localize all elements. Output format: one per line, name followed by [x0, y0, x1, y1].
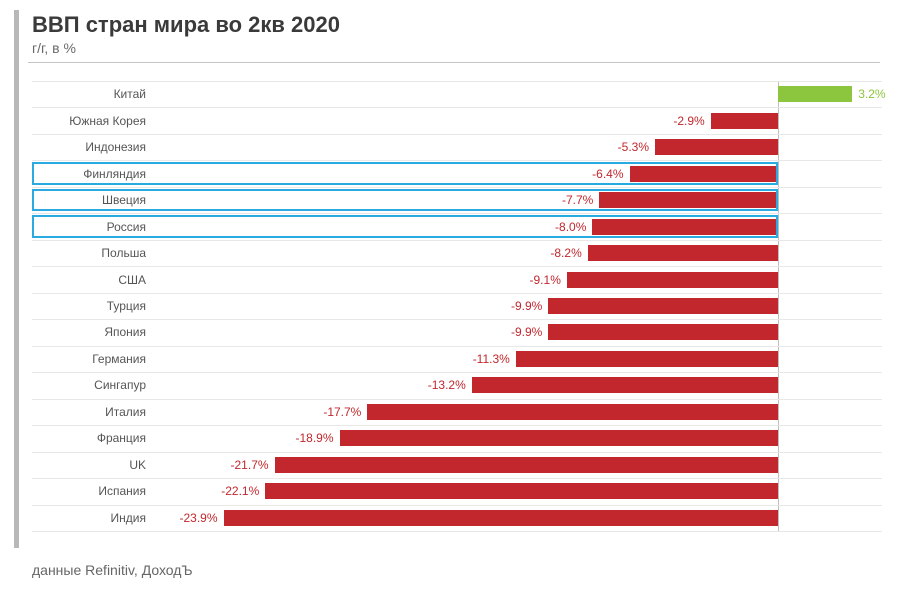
- bar-track: -7.7%: [152, 187, 882, 213]
- country-label: Южная Корея: [32, 114, 150, 128]
- chart-subtitle: г/г, в %: [32, 40, 880, 56]
- bar: [367, 404, 778, 420]
- bar: [711, 113, 778, 129]
- chart-row: Германия -11.3%: [32, 346, 882, 372]
- bar-track: -9.9%: [152, 319, 882, 345]
- value-label: -11.3%: [473, 352, 510, 366]
- chart-row: Россия -8.0%: [32, 213, 882, 239]
- chart-row: Франция -18.9%: [32, 425, 882, 451]
- chart-row: Сингапур -13.2%: [32, 372, 882, 398]
- title-underline: [28, 62, 880, 63]
- gdp-bar-chart: Китай 3.2% Южная Корея -2.9% Индонезия -5.3% Ф…: [32, 81, 882, 531]
- value-label: -18.9%: [295, 431, 333, 445]
- country-label: UK: [32, 458, 150, 472]
- chart-row: Китай 3.2%: [32, 81, 882, 107]
- bar-track: -21.7%: [152, 452, 882, 478]
- bar-track: -5.3%: [152, 134, 882, 160]
- bar-track: -6.4%: [152, 160, 882, 186]
- value-label: -17.7%: [323, 405, 361, 419]
- bar-track: -8.2%: [152, 240, 882, 266]
- chart-container: ВВП стран мира во 2кв 2020 г/г, в % Кита…: [0, 0, 900, 541]
- bar-track: -18.9%: [152, 425, 882, 451]
- source-attribution: данные Refinitiv, ДоходЪ: [32, 562, 193, 578]
- bar-track: -9.1%: [152, 266, 882, 292]
- bar: [592, 219, 778, 235]
- country-label: Испания: [32, 484, 150, 498]
- bar: [340, 430, 778, 446]
- bar-track: -22.1%: [152, 478, 882, 504]
- bar-track: 3.2%: [152, 81, 882, 107]
- chart-row: Южная Корея -2.9%: [32, 107, 882, 133]
- value-label: -9.9%: [511, 299, 542, 313]
- value-label: -9.1%: [530, 273, 561, 287]
- country-label: Турция: [32, 299, 150, 313]
- country-label: США: [32, 273, 150, 287]
- bar-track: -13.2%: [152, 372, 882, 398]
- country-label: Сингапур: [32, 378, 150, 392]
- country-label: Китай: [32, 87, 150, 101]
- country-label: Польша: [32, 246, 150, 260]
- bar: [567, 272, 778, 288]
- country-label: Германия: [32, 352, 150, 366]
- chart-row: Индонезия -5.3%: [32, 134, 882, 160]
- bar: [472, 377, 778, 393]
- country-label: Швеция: [32, 193, 150, 207]
- bar: [655, 139, 778, 155]
- bar: [224, 510, 778, 526]
- row-separator: [32, 531, 882, 532]
- bar: [548, 298, 778, 314]
- bar-track: -17.7%: [152, 399, 882, 425]
- bar-track: -23.9%: [152, 505, 882, 531]
- value-label: -7.7%: [562, 193, 593, 207]
- bar-track: -11.3%: [152, 346, 882, 372]
- value-label: -6.4%: [592, 167, 623, 181]
- bar-track: -2.9%: [152, 107, 882, 133]
- chart-row: Турция -9.9%: [32, 293, 882, 319]
- bar-track: -8.0%: [152, 213, 882, 239]
- chart-title: ВВП стран мира во 2кв 2020: [32, 12, 880, 38]
- country-label: Россия: [32, 220, 150, 234]
- country-label: Индия: [32, 511, 150, 525]
- country-label: Индонезия: [32, 140, 150, 154]
- value-label: 3.2%: [858, 87, 885, 101]
- country-label: Япония: [32, 325, 150, 339]
- bar: [548, 324, 778, 340]
- country-label: Франция: [32, 431, 150, 445]
- chart-row: UK -21.7%: [32, 452, 882, 478]
- bar: [516, 351, 778, 367]
- chart-row: Испания -22.1%: [32, 478, 882, 504]
- value-label: -8.0%: [555, 220, 586, 234]
- bar: [588, 245, 778, 261]
- value-label: -8.2%: [550, 246, 581, 260]
- country-label: Финляндия: [32, 167, 150, 181]
- chart-row: Финляндия -6.4%: [32, 160, 882, 186]
- chart-row: Польша -8.2%: [32, 240, 882, 266]
- bar: [630, 166, 778, 182]
- bar: [599, 192, 778, 208]
- value-label: -22.1%: [221, 484, 259, 498]
- bar: [265, 483, 778, 499]
- chart-row: Италия -17.7%: [32, 399, 882, 425]
- accent-left-border: [14, 10, 19, 548]
- chart-row: Швеция -7.7%: [32, 187, 882, 213]
- country-label: Италия: [32, 405, 150, 419]
- value-label: -23.9%: [179, 511, 217, 525]
- chart-row: Япония -9.9%: [32, 319, 882, 345]
- bar: [275, 457, 778, 473]
- bar: [778, 86, 852, 102]
- value-label: -21.7%: [231, 458, 269, 472]
- chart-row: США -9.1%: [32, 266, 882, 292]
- value-label: -5.3%: [618, 140, 649, 154]
- value-label: -2.9%: [673, 114, 704, 128]
- bar-track: -9.9%: [152, 293, 882, 319]
- chart-row: Индия -23.9%: [32, 505, 882, 531]
- value-label: -9.9%: [511, 325, 542, 339]
- value-label: -13.2%: [428, 378, 466, 392]
